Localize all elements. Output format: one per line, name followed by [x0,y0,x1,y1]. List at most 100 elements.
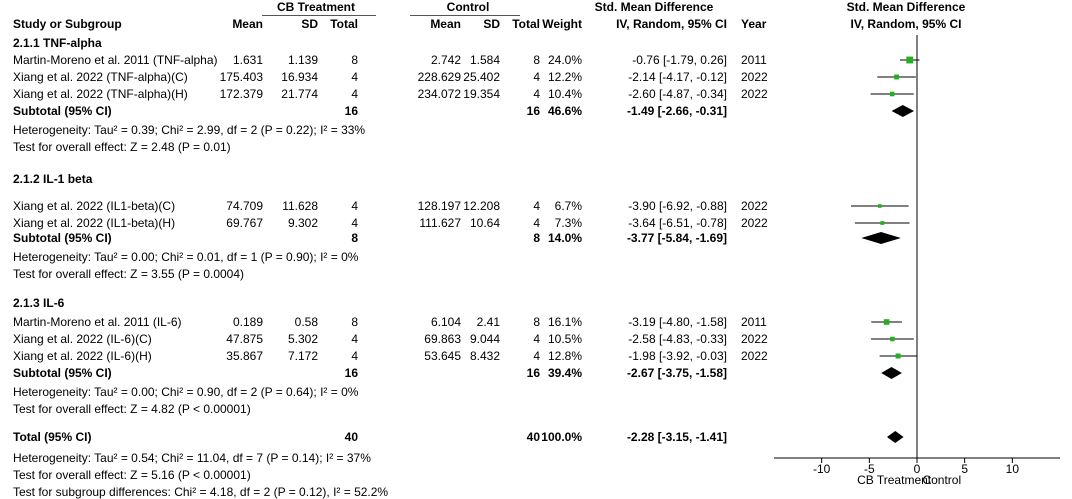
year: 2022 [741,332,768,346]
cb-total: 4 [351,216,358,230]
c-total: 4 [533,349,540,363]
header-smd: Std. Mean Difference [594,0,714,14]
study-name: Xiang et al. 2022 (IL1-beta)(H) [13,216,176,230]
cb-total: 4 [351,349,358,363]
c-sd: 12.208 [463,199,500,213]
cb-sd: 9.302 [287,216,318,230]
c-total: 4 [533,332,540,346]
smd-ci: -2.58 [-4.83, -0.33] [628,332,727,346]
study-name: Xiang et al. 2022 (IL1-beta)(C) [13,199,176,213]
c-sd: 19.354 [463,87,500,101]
cb-mean: 0.189 [232,315,263,329]
year: 2022 [741,70,768,84]
header-cb-mean: Mean [232,17,263,31]
c-mean: 2.742 [430,53,461,67]
favours-right-label: Control [922,473,961,487]
weight: 10.5% [547,332,582,346]
header-cb-sd: SD [301,17,318,31]
c-mean: 228.629 [417,70,461,84]
cb-sd: 1.139 [287,53,318,67]
smd-ci: -2.60 [-4.87, -0.34] [628,87,727,101]
c-mean: 69.863 [424,332,461,346]
subtotal-diamond [881,367,902,379]
subtotal-diamond [891,105,915,117]
study-name: Xiang et al. 2022 (IL-6)(C) [13,332,152,346]
c-sd: 9.044 [469,332,500,346]
smd-ci: -3.64 [-6.51, -0.78] [628,216,727,230]
year: 2022 [741,87,768,101]
overall-effect-text: Test for overall effect: Z = 4.82 (P < 0… [13,402,251,416]
cb-mean: 1.631 [232,53,263,67]
study-marker [883,319,890,325]
c-total: 4 [533,199,540,213]
cb-sd: 21.774 [281,87,318,101]
cb-sd: 11.628 [282,199,318,213]
study-marker [890,336,895,342]
header-plot-title: Std. Mean Difference [846,0,966,14]
c-mean: 234.072 [417,87,461,101]
header-cb-treatment: CB Treatment [276,0,356,14]
x-tick-label: -10 [813,462,831,476]
header-smd-method: IV, Random, 95% CI [616,17,727,31]
footer-heterogeneity: Heterogeneity: Tau² = 0.54; Chi² = 11.04… [13,451,371,465]
cb-sd: 7.172 [287,349,318,363]
c-sd: 8.432 [469,349,500,363]
cb-total: 4 [351,332,358,346]
study-marker [895,353,901,359]
heterogeneity-text: Heterogeneity: Tau² = 0.00; Chi² = 0.90,… [13,385,359,399]
subtotal-diamond [861,232,901,244]
subtotal-weight: 46.6% [547,104,582,118]
subtotal-weight: 14.0% [547,231,582,245]
subtotal-c-total: 16 [526,104,540,118]
subtotal-cb-total: 8 [351,231,358,245]
subtotal-label: Subtotal (95% CI) [13,231,112,245]
header-study: Study or Subgroup [13,17,122,31]
c-total: 4 [533,87,540,101]
header-cb-total: Total [330,17,358,31]
header-plot-method: IV, Random, 95% CI [850,17,962,31]
overall-effect-text: Test for overall effect: Z = 2.48 (P = 0… [13,140,231,154]
subtotal-ci: -3.77 [-5.84, -1.69] [626,231,727,245]
smd-ci: -1.98 [-3.92, -0.03] [628,349,727,363]
weight: 24.0% [547,53,582,67]
footer-overall-effect: Test for overall effect: Z = 5.16 (P < 0… [13,468,251,482]
subtotal-ci: -2.67 [-3.75, -1.58] [626,366,727,380]
header-c-total: Total [512,17,540,31]
header-c-sd: SD [483,17,500,31]
study-marker [889,91,895,97]
year: 2022 [741,349,768,363]
subtotal-c-total: 16 [526,366,540,380]
footer-subgroup-differences: Test for subgroup differences: Chi² = 4.… [13,485,389,499]
c-total: 8 [533,53,540,67]
subtotal-ci: -1.49 [-2.66, -0.31] [626,104,727,118]
c-total: 4 [533,70,540,84]
year: 2011 [741,53,767,67]
smd-ci: -0.76 [-1.79, 0.26] [632,53,727,67]
c-mean: 6.104 [430,315,461,329]
study-name: Xiang et al. 2022 (TNF-alpha)(C) [13,70,188,84]
cb-mean: 172.379 [219,87,263,101]
weight: 12.2% [547,70,582,84]
study-name: Xiang et al. 2022 (TNF-alpha)(H) [13,87,188,101]
subtotal-c-total: 8 [533,231,540,245]
c-total: 8 [533,315,540,329]
c-sd: 1.584 [469,53,500,67]
header-c-mean: Mean [430,17,461,31]
overall-effect-text: Test for overall effect: Z = 3.55 (P = 0… [13,267,245,281]
control-header-underline [410,15,520,16]
cb-total: 4 [351,87,358,101]
smd-ci: -3.19 [-4.80, -1.58] [628,315,727,329]
total-weight: 100.0% [541,430,582,444]
study-name: Martin-Moreno et al. 2011 (TNF-alpha) [13,53,218,67]
x-tick-label: 0 [914,462,921,476]
cb-mean: 35.867 [226,349,263,363]
heterogeneity-text: Heterogeneity: Tau² = 0.00; Chi² = 0.01,… [13,250,359,264]
header-control: Control [446,0,490,14]
subtotal-weight: 39.4% [547,366,582,380]
study-marker [878,204,882,208]
cb-mean: 69.767 [226,216,263,230]
subtotal-label: Subtotal (95% CI) [13,366,112,380]
study-marker [880,221,885,225]
cb-sd: 5.302 [287,332,318,346]
